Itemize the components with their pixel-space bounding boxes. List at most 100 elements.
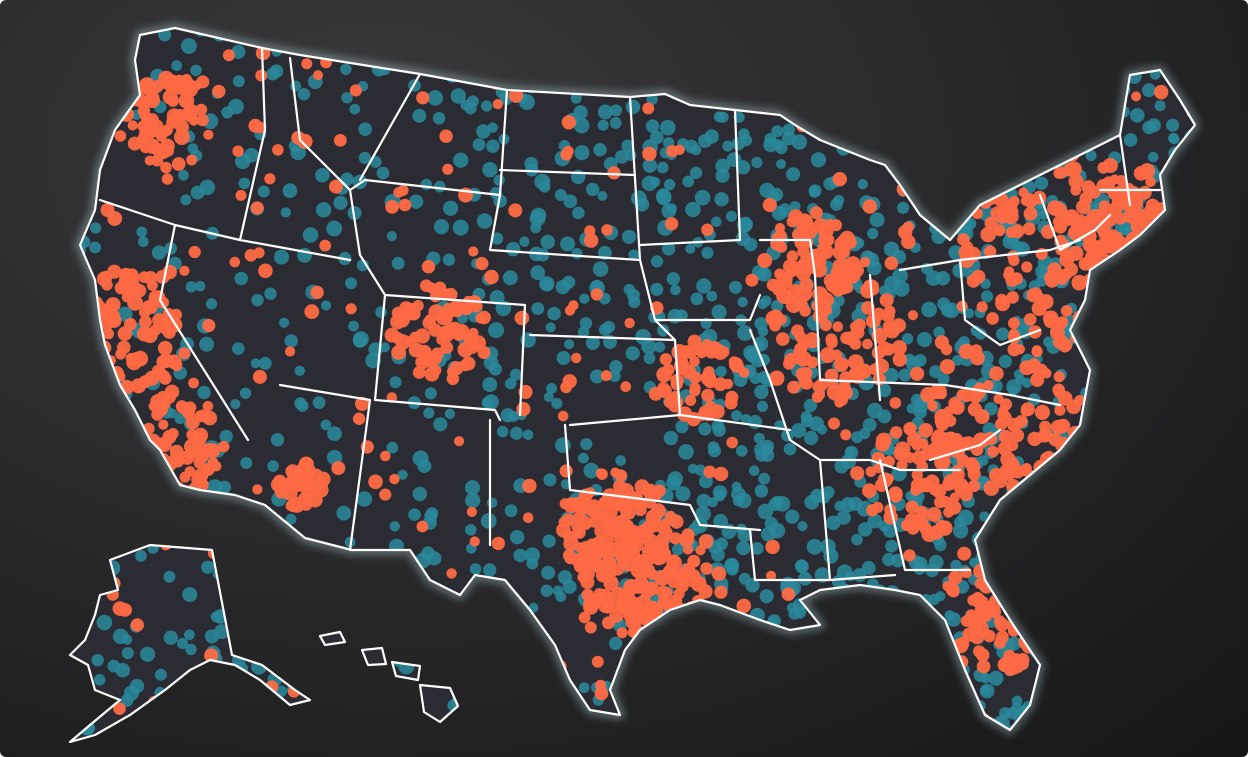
teal-dot	[250, 358, 261, 369]
orange-dot	[1129, 249, 1142, 263]
orange-dot	[883, 510, 898, 525]
teal-dot	[79, 490, 93, 504]
teal-dot	[1011, 506, 1023, 518]
teal-dot	[486, 497, 498, 508]
teal-dot	[496, 425, 509, 438]
teal-dot	[1121, 46, 1137, 62]
teal-dot	[921, 301, 937, 318]
orange-dot	[607, 166, 621, 180]
orange-dot	[757, 253, 773, 268]
teal-dot	[453, 152, 469, 168]
teal-dot	[908, 138, 919, 150]
teal-dot	[536, 716, 551, 731]
orange-dot	[832, 172, 847, 187]
orange-dot	[188, 245, 201, 259]
teal-dot	[1161, 464, 1175, 478]
teal-dot	[998, 28, 1011, 39]
teal-dot	[882, 634, 896, 648]
teal-dot	[1106, 675, 1123, 692]
orange-dot	[862, 483, 877, 499]
orange-dot	[903, 422, 917, 436]
teal-dot	[1186, 181, 1195, 197]
teal-dot	[554, 31, 565, 42]
teal-dot	[625, 346, 640, 361]
orange-dot	[831, 282, 846, 297]
teal-dot	[851, 533, 863, 546]
orange-dot	[121, 450, 132, 461]
orange-dot	[736, 598, 752, 614]
orange-dot	[603, 575, 619, 591]
orange-dot	[416, 520, 429, 533]
teal-dot	[751, 542, 764, 555]
teal-dot	[749, 59, 764, 75]
teal-dot	[206, 298, 218, 310]
orange-dot	[333, 134, 347, 147]
orange-dot	[884, 705, 896, 717]
teal-dot	[920, 54, 934, 68]
teal-dot	[412, 486, 427, 502]
orange-dot	[202, 318, 216, 333]
teal-dot	[70, 321, 81, 334]
teal-dot	[86, 116, 103, 133]
teal-dot	[675, 486, 691, 502]
teal-dot	[1189, 260, 1195, 274]
orange-dot	[156, 130, 167, 142]
orange-dot	[703, 465, 717, 479]
teal-dot	[1081, 471, 1094, 483]
teal-dot	[1112, 411, 1126, 425]
teal-dot	[506, 241, 521, 257]
teal-dot	[846, 677, 863, 694]
orange-dot	[1095, 273, 1110, 288]
orange-dot	[1017, 587, 1033, 602]
orange-dot	[403, 302, 418, 317]
teal-dot	[1167, 15, 1180, 28]
orange-dot	[947, 500, 962, 515]
teal-dot	[392, 654, 405, 667]
teal-dot	[1104, 297, 1118, 311]
teal-dot	[1189, 93, 1195, 108]
teal-dot	[1023, 517, 1038, 533]
teal-dot	[1156, 723, 1170, 738]
orange-dot	[866, 504, 879, 517]
teal-dot	[715, 168, 730, 183]
teal-dot	[469, 563, 482, 575]
teal-dot	[842, 42, 856, 56]
orange-dot	[70, 332, 81, 349]
teal-dot	[1084, 122, 1100, 137]
teal-dot	[650, 282, 664, 296]
orange-dot	[688, 569, 701, 581]
orange-dot	[1005, 457, 1020, 472]
orange-dot	[129, 464, 142, 477]
teal-dot	[883, 367, 899, 384]
teal-dot	[1159, 498, 1173, 512]
orange-dot	[949, 492, 960, 503]
teal-dot	[1195, 405, 1208, 418]
teal-dot	[326, 220, 343, 237]
teal-dot	[201, 560, 215, 574]
teal-dot	[957, 175, 972, 190]
orange-dot	[144, 370, 160, 386]
teal-dot	[320, 34, 335, 48]
orange-dot	[1108, 201, 1123, 216]
teal-dot	[280, 207, 291, 218]
orange-dot	[859, 256, 871, 268]
teal-dot	[73, 28, 87, 39]
orange-dot	[828, 417, 840, 430]
teal-dot	[283, 707, 299, 723]
teal-dot	[362, 610, 378, 626]
teal-dot	[1185, 153, 1195, 169]
orange-dot	[508, 203, 523, 218]
teal-dot	[1055, 727, 1071, 742]
teal-dot	[74, 142, 86, 155]
orange-dot	[787, 380, 801, 394]
orange-dot	[598, 597, 614, 614]
teal-dot	[489, 290, 505, 305]
teal-dot	[1015, 495, 1029, 509]
orange-dot	[1177, 222, 1192, 237]
teal-dot	[1098, 499, 1109, 510]
teal-dot	[859, 427, 871, 440]
teal-dot	[168, 687, 183, 703]
teal-dot	[761, 73, 774, 85]
teal-dot	[661, 242, 676, 256]
teal-dot	[1204, 27, 1219, 42]
